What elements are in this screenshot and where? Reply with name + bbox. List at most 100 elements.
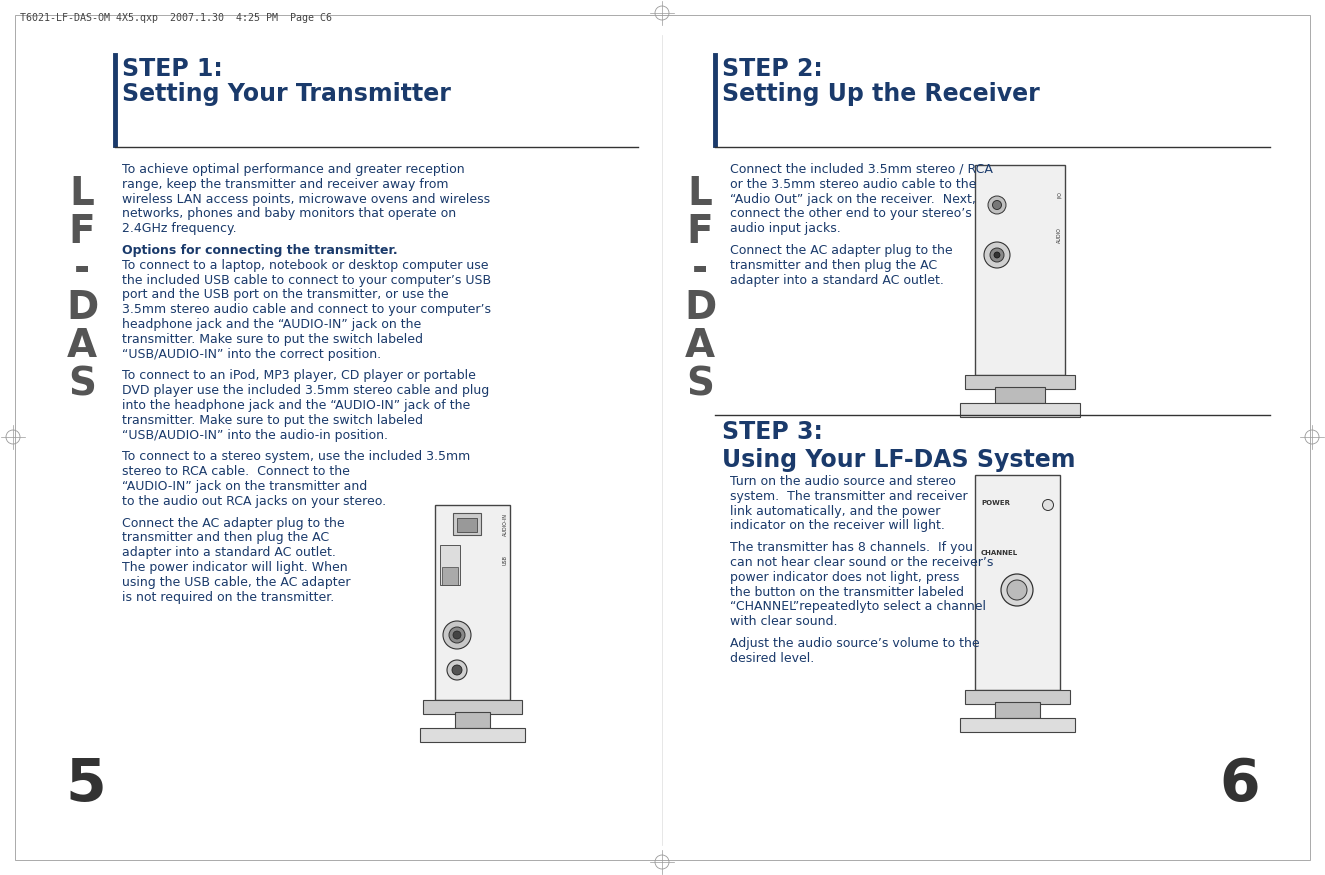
Text: range, keep the transmitter and receiver away from: range, keep the transmitter and receiver… xyxy=(122,178,448,191)
Bar xyxy=(457,518,477,532)
Text: “USB/AUDIO-IN” into the audio-in position.: “USB/AUDIO-IN” into the audio-in positio… xyxy=(122,429,388,442)
Text: Adjust the audio source’s volume to the: Adjust the audio source’s volume to the xyxy=(730,637,979,650)
Text: Using Your LF-DAS System: Using Your LF-DAS System xyxy=(722,448,1076,472)
Text: Turn on the audio source and stereo: Turn on the audio source and stereo xyxy=(730,475,955,488)
Text: into the headphone jack and the “AUDIO-IN” jack of the: into the headphone jack and the “AUDIO-I… xyxy=(122,399,470,412)
Circle shape xyxy=(1000,574,1034,606)
Circle shape xyxy=(449,627,465,643)
Text: desired level.: desired level. xyxy=(730,652,815,665)
Text: Options for connecting the transmitter.: Options for connecting the transmitter. xyxy=(122,244,397,257)
Text: using the USB cable, the AC adapter: using the USB cable, the AC adapter xyxy=(122,576,351,589)
Circle shape xyxy=(453,631,461,639)
Text: The transmitter has 8 channels.  If you: The transmitter has 8 channels. If you xyxy=(730,542,973,554)
Circle shape xyxy=(452,665,462,675)
Text: STEP 2:: STEP 2: xyxy=(722,57,823,81)
Circle shape xyxy=(990,248,1004,262)
Text: I/O: I/O xyxy=(1057,192,1063,199)
Text: A: A xyxy=(685,327,716,365)
Bar xyxy=(440,545,460,585)
Text: connect the other end to your stereo’s: connect the other end to your stereo’s xyxy=(730,207,971,220)
Text: USB: USB xyxy=(504,555,507,565)
Text: wireless LAN access points, microwave ovens and wireless: wireless LAN access points, microwave ov… xyxy=(122,192,490,206)
Text: power indicator does not light, press: power indicator does not light, press xyxy=(730,570,959,584)
Text: with clear sound.: with clear sound. xyxy=(730,615,837,628)
Circle shape xyxy=(994,252,1000,258)
Text: STEP 3:: STEP 3: xyxy=(722,420,823,444)
Text: To connect to an iPod, MP3 player, CD player or portable: To connect to an iPod, MP3 player, CD pl… xyxy=(122,369,476,382)
Text: D: D xyxy=(66,289,98,327)
Text: To connect to a stereo system, use the included 3.5mm: To connect to a stereo system, use the i… xyxy=(122,451,470,464)
Text: 2.4GHz frequency.: 2.4GHz frequency. xyxy=(122,222,237,235)
Circle shape xyxy=(984,242,1010,268)
Text: S: S xyxy=(68,365,95,403)
Bar xyxy=(965,690,1071,704)
Bar xyxy=(443,567,458,585)
Bar xyxy=(423,700,522,714)
Text: stereo to RCA cable.  Connect to the: stereo to RCA cable. Connect to the xyxy=(122,466,350,479)
Text: Setting Up the Receiver: Setting Up the Receiver xyxy=(722,82,1040,106)
Text: AUDIO: AUDIO xyxy=(1057,227,1063,243)
Text: adapter into a standard AC outlet.: adapter into a standard AC outlet. xyxy=(122,546,335,559)
Text: 5: 5 xyxy=(65,756,106,813)
Bar xyxy=(435,505,510,700)
Circle shape xyxy=(443,621,470,649)
Text: L: L xyxy=(688,175,713,213)
Text: POWER: POWER xyxy=(980,500,1010,506)
Text: -: - xyxy=(74,251,90,289)
Text: port and the USB port on the transmitter, or use the: port and the USB port on the transmitter… xyxy=(122,289,449,301)
Text: 6: 6 xyxy=(1219,756,1260,813)
Bar xyxy=(961,718,1075,732)
Text: “Audio Out” jack on the receiver.  Next,: “Audio Out” jack on the receiver. Next, xyxy=(730,192,977,206)
Text: Setting Your Transmitter: Setting Your Transmitter xyxy=(122,82,450,106)
Text: To connect to a laptop, notebook or desktop computer use: To connect to a laptop, notebook or desk… xyxy=(122,259,489,272)
Text: “AUDIO-IN” jack on the transmitter and: “AUDIO-IN” jack on the transmitter and xyxy=(122,480,367,493)
Text: transmitter and then plug the AC: transmitter and then plug the AC xyxy=(122,531,329,544)
Bar xyxy=(995,702,1040,718)
Text: -: - xyxy=(692,251,708,289)
Circle shape xyxy=(1043,500,1053,510)
Text: “USB/AUDIO-IN” into the correct position.: “USB/AUDIO-IN” into the correct position… xyxy=(122,347,382,360)
Text: CHANNEL: CHANNEL xyxy=(980,550,1018,556)
Bar xyxy=(453,513,481,535)
Text: T6021-LF-DAS-OM 4X5.qxp  2007.1.30  4:25 PM  Page C6: T6021-LF-DAS-OM 4X5.qxp 2007.1.30 4:25 P… xyxy=(20,13,333,23)
Circle shape xyxy=(1007,580,1027,600)
Text: L: L xyxy=(69,175,94,213)
Text: or the 3.5mm stereo audio cable to the: or the 3.5mm stereo audio cable to the xyxy=(730,178,977,191)
Circle shape xyxy=(447,660,466,680)
Text: transmitter. Make sure to put the switch labeled: transmitter. Make sure to put the switch… xyxy=(122,332,423,346)
Text: Connect the included 3.5mm stereo / RCA: Connect the included 3.5mm stereo / RCA xyxy=(730,163,992,176)
Bar xyxy=(975,475,1060,690)
Text: D: D xyxy=(684,289,716,327)
Text: can not hear clear sound or the receiver’s: can not hear clear sound or the receiver… xyxy=(730,556,994,569)
Bar xyxy=(975,165,1065,375)
Text: A: A xyxy=(68,327,97,365)
Circle shape xyxy=(988,196,1006,214)
Text: The power indicator will light. When: The power indicator will light. When xyxy=(122,561,347,574)
Text: STEP 1:: STEP 1: xyxy=(122,57,223,81)
Text: DVD player use the included 3.5mm stereo cable and plug: DVD player use the included 3.5mm stereo… xyxy=(122,384,489,397)
Text: F: F xyxy=(69,213,95,251)
Text: To achieve optimal performance and greater reception: To achieve optimal performance and great… xyxy=(122,163,465,176)
Bar xyxy=(965,375,1075,389)
Text: 3.5mm stereo audio cable and connect to your computer’s: 3.5mm stereo audio cable and connect to … xyxy=(122,304,492,316)
Bar xyxy=(961,403,1080,417)
Text: transmitter. Make sure to put the switch labeled: transmitter. Make sure to put the switch… xyxy=(122,414,423,427)
Text: the included USB cable to connect to your computer’s USB: the included USB cable to connect to you… xyxy=(122,274,492,287)
Text: to the audio out RCA jacks on your stereo.: to the audio out RCA jacks on your stere… xyxy=(122,494,386,507)
Text: headphone jack and the “AUDIO-IN” jack on the: headphone jack and the “AUDIO-IN” jack o… xyxy=(122,318,421,331)
Text: indicator on the receiver will light.: indicator on the receiver will light. xyxy=(730,520,945,532)
Text: audio input jacks.: audio input jacks. xyxy=(730,222,841,235)
Text: system.  The transmitter and receiver: system. The transmitter and receiver xyxy=(730,490,967,503)
Text: link automatically, and the power: link automatically, and the power xyxy=(730,505,941,518)
Bar xyxy=(995,387,1045,403)
Text: transmitter and then plug the AC: transmitter and then plug the AC xyxy=(730,259,937,272)
Text: Connect the AC adapter plug to the: Connect the AC adapter plug to the xyxy=(122,516,344,529)
Text: Connect the AC adapter plug to the: Connect the AC adapter plug to the xyxy=(730,244,953,257)
Bar xyxy=(454,712,490,728)
Text: S: S xyxy=(686,365,714,403)
Text: the button on the transmitter labeled: the button on the transmitter labeled xyxy=(730,585,965,598)
Text: “CHANNEL”repeatedlyto select a channel: “CHANNEL”repeatedlyto select a channel xyxy=(730,600,986,613)
Text: F: F xyxy=(686,213,713,251)
Text: is not required on the transmitter.: is not required on the transmitter. xyxy=(122,591,334,604)
Text: adapter into a standard AC outlet.: adapter into a standard AC outlet. xyxy=(730,274,943,287)
